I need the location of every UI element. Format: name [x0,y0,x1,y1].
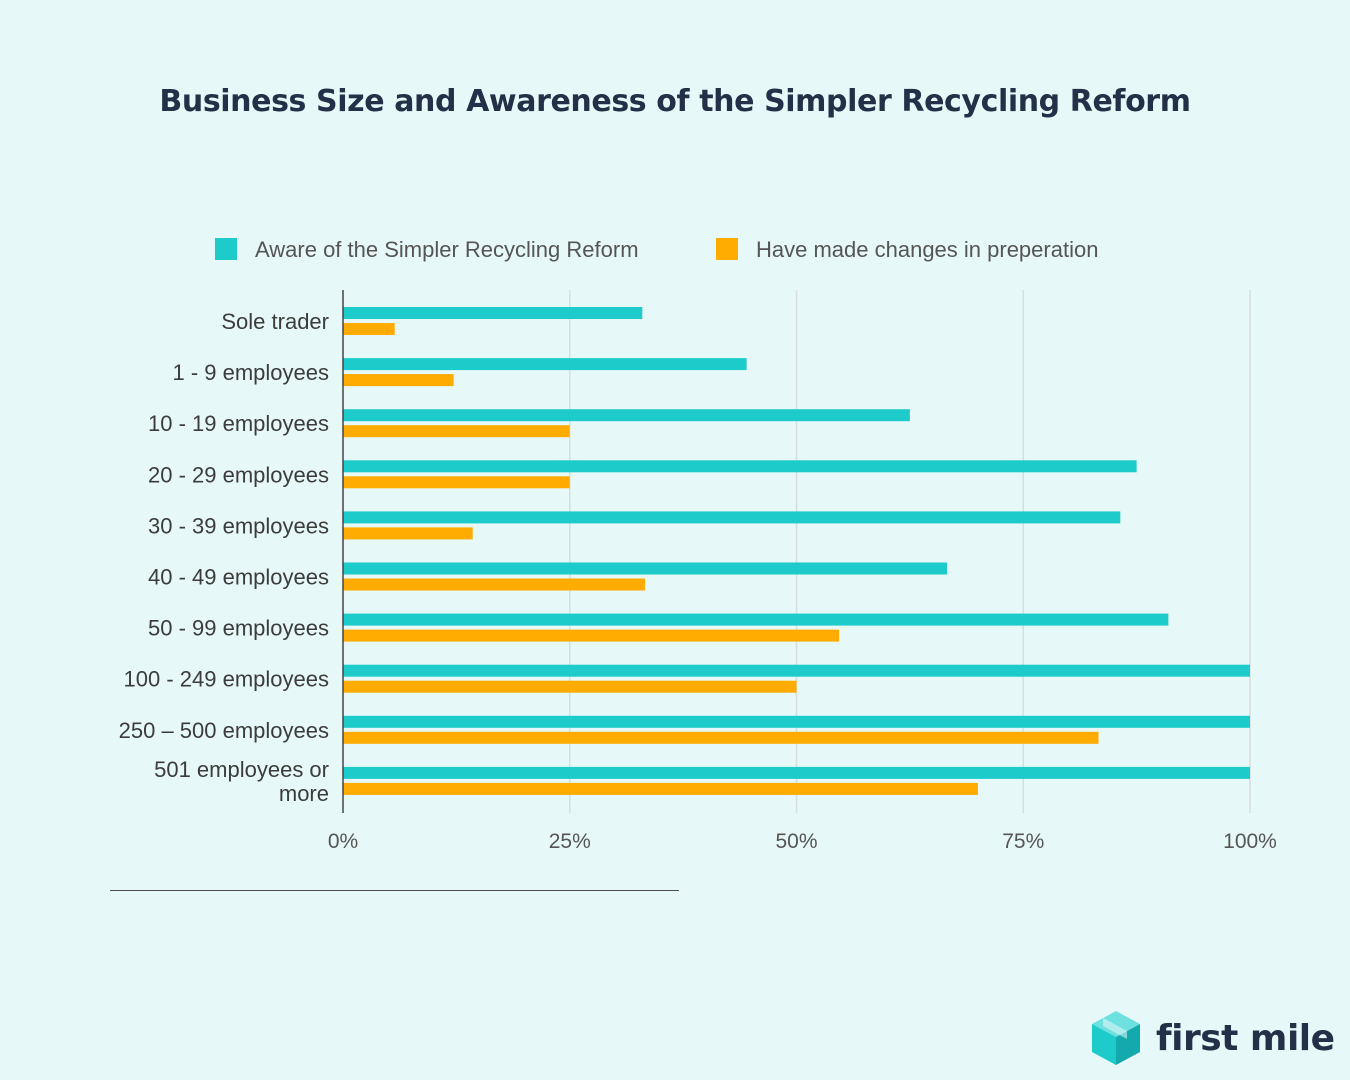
x-tick-label: 50% [775,830,817,853]
bar-changes [343,782,978,795]
x-tick-labels: 0% 25% 50% 75% 100% [328,830,1277,853]
bar-aware [343,613,1169,626]
page-title: Business Size and Awareness of the Simpl… [159,84,1191,119]
category-label: 50 - 99 employees [148,616,329,641]
bar-changes [343,323,395,335]
bar-changes [343,527,473,540]
legend-swatch-aware [215,238,237,260]
bar-changes [343,578,646,591]
bar-aware [343,766,1250,779]
category-label: 20 - 29 employees [148,462,329,487]
category-label: 40 - 49 employees [148,565,329,590]
legend-swatch-changes [716,238,738,260]
cube-logo-icon [1092,1011,1140,1065]
brand: first mile [1090,1008,1335,1068]
category-label: 30 - 39 employees [148,513,329,538]
bar-changes [343,476,570,489]
category-label: 100 - 249 employees [124,667,329,692]
bar-changes [343,680,797,693]
divider [110,890,679,891]
category-label: 1 - 9 employees [172,360,329,385]
bar-aware [343,715,1250,728]
bar-aware [343,511,1121,524]
bar-aware [343,358,747,371]
bar-aware [343,460,1137,473]
brand-name: first mile [1156,1017,1335,1059]
category-label: Sole trader [221,309,329,334]
category-labels: Sole trader 1 - 9 employees 10 - 19 employ… [119,309,329,806]
legend-label: Have made changes in preperation [756,237,1098,262]
bar-changes [343,731,1099,744]
x-tick-label: 25% [549,830,591,853]
x-tick-label: 75% [1002,830,1044,853]
legend-label: Aware of the Simpler Recycling Reform [255,237,639,262]
category-label: 501 employees or more [154,757,329,806]
x-tick-label: 0% [328,830,358,853]
bar-aware [343,409,910,422]
category-label: 10 - 19 employees [148,411,329,436]
legend: Aware of the Simpler Recycling Reform Hav… [215,237,1098,262]
bars-group [343,307,1250,795]
bar-changes [343,374,454,387]
bar-aware [343,307,643,319]
category-label: 250 – 500 employees [119,718,329,743]
x-tick-label: 100% [1223,830,1277,853]
bar-changes [343,425,570,438]
bar-aware [343,562,948,575]
bar-aware [343,664,1250,677]
bar-changes [343,629,840,642]
